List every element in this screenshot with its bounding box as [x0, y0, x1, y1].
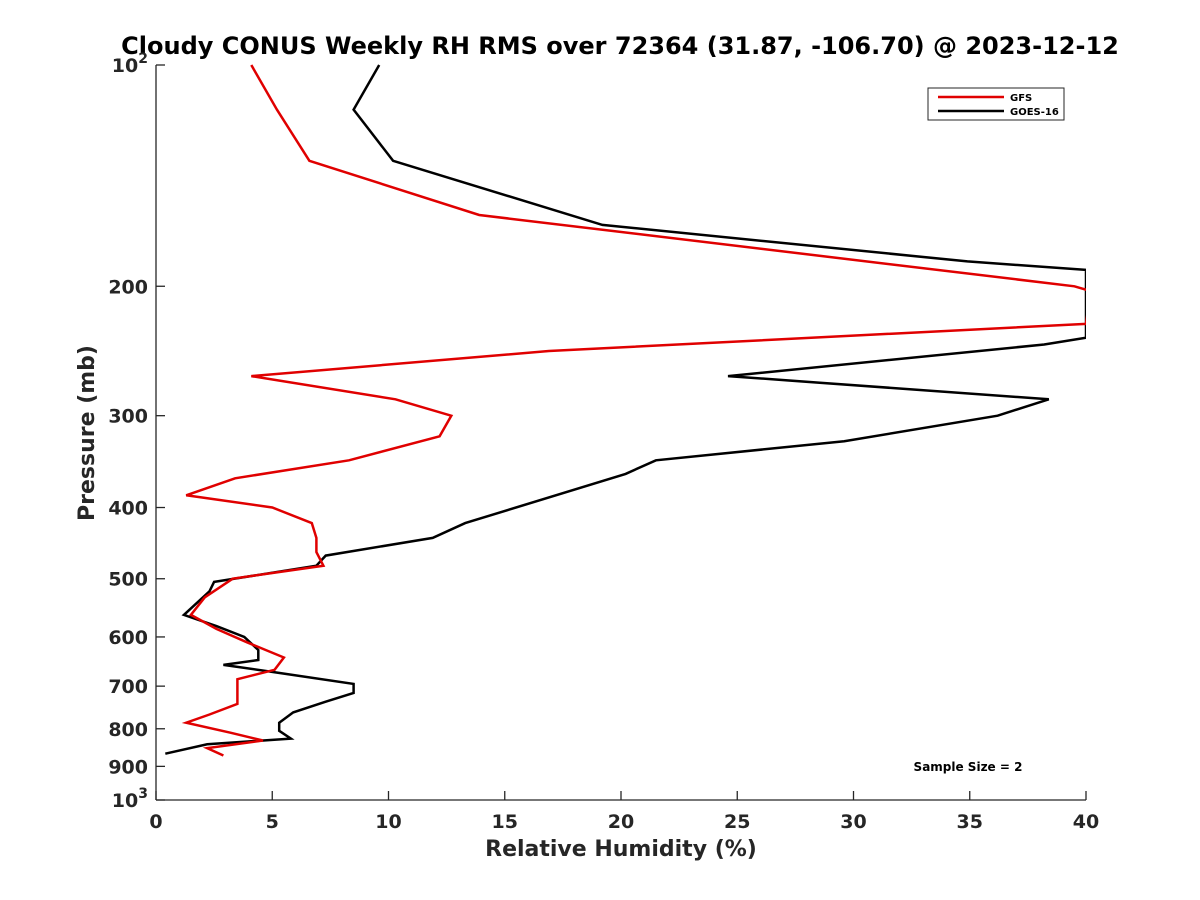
x-tick-label: 30: [840, 811, 866, 833]
legend: GFS GOES-16: [927, 87, 1065, 121]
chart-title: Cloudy CONUS Weekly RH RMS over 72364 (3…: [121, 32, 1119, 60]
x-tick-label: 15: [492, 811, 518, 833]
y-tick-label: 800: [108, 719, 148, 741]
y-tick-label: 700: [108, 676, 148, 698]
x-tick-label: 40: [1073, 811, 1099, 833]
sample-size-annotation: Sample Size = 2: [914, 760, 1023, 774]
y-tick-label: 102: [112, 51, 148, 77]
series-line-gfs: [181, 64, 1086, 757]
x-tick-label: 10: [375, 811, 401, 833]
y-tick-label: 103: [112, 786, 148, 812]
x-tick-label: 20: [608, 811, 634, 833]
axes: 0 5 10 15 20 25 30 35 40 102 200 300 400 500 600 700 800…: [108, 51, 1099, 833]
y-axis-label: Pressure (mb): [75, 345, 100, 521]
x-tick-label: 25: [724, 811, 750, 833]
y-tick-label: 900: [108, 756, 148, 778]
x-tick-label: 0: [149, 811, 162, 833]
x-tick-label: 5: [266, 811, 279, 833]
y-tick-label: 600: [108, 627, 148, 649]
legend-label: GOES-16: [1010, 107, 1059, 118]
y-tick-label: 500: [108, 569, 148, 591]
y-tick-label: 400: [108, 498, 148, 520]
y-tick-label: 300: [108, 406, 148, 428]
legend-box: [927, 87, 1065, 121]
x-tick-label: 35: [957, 811, 983, 833]
legend-label: GFS: [1010, 93, 1032, 104]
x-axis-label: Relative Humidity (%): [485, 837, 757, 862]
plot-area: [165, 64, 1086, 757]
y-tick-label: 200: [108, 276, 148, 298]
